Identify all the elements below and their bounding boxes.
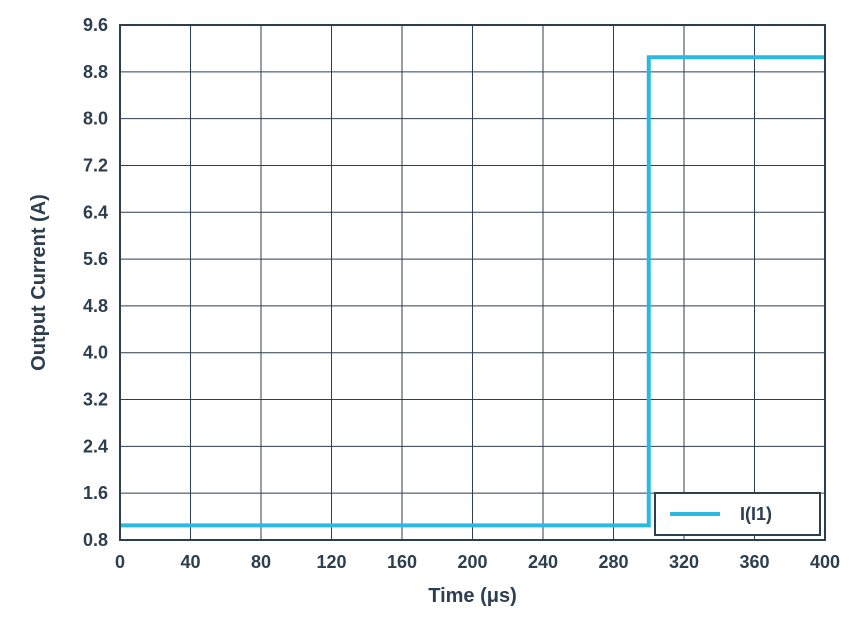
x-tick-label: 0	[115, 552, 125, 572]
x-tick-label: 120	[316, 552, 346, 572]
x-axis-title: Time (μs)	[428, 585, 517, 607]
x-tick-label: 400	[810, 552, 840, 572]
x-tick-label: 160	[387, 552, 417, 572]
x-tick-label: 240	[528, 552, 558, 572]
x-tick-label: 360	[739, 552, 769, 572]
y-axis-title: Output Current (A)	[28, 194, 50, 371]
y-tick-label: 4.0	[83, 343, 108, 363]
x-tick-label: 40	[180, 552, 200, 572]
y-tick-label: 8.0	[83, 109, 108, 129]
x-tick-label: 200	[457, 552, 487, 572]
y-tick-label: 6.4	[83, 202, 108, 222]
y-tick-label: 3.2	[83, 390, 108, 410]
y-tick-label: 9.6	[83, 15, 108, 35]
y-tick-label: 7.2	[83, 155, 108, 175]
y-tick-label: 1.6	[83, 483, 108, 503]
y-tick-label: 5.6	[83, 249, 108, 269]
legend-label: I(I1)	[740, 504, 772, 524]
chart-container: 0 40 80 120 160 200 240 280 320 360 400 0.8 1.6 2.4 3.…	[0, 0, 855, 625]
y-tick-label: 8.8	[83, 62, 108, 82]
legend: I(I1)	[655, 493, 820, 535]
x-tick-label: 280	[598, 552, 628, 572]
y-tick-label: 4.8	[83, 296, 108, 316]
x-tick-label: 80	[251, 552, 271, 572]
chart-svg: 0 40 80 120 160 200 240 280 320 360 400 0.8 1.6 2.4 3.…	[0, 0, 855, 625]
x-tick-label: 320	[669, 552, 699, 572]
y-tick-label: 2.4	[83, 436, 108, 456]
y-tick-label: 0.8	[83, 530, 108, 550]
